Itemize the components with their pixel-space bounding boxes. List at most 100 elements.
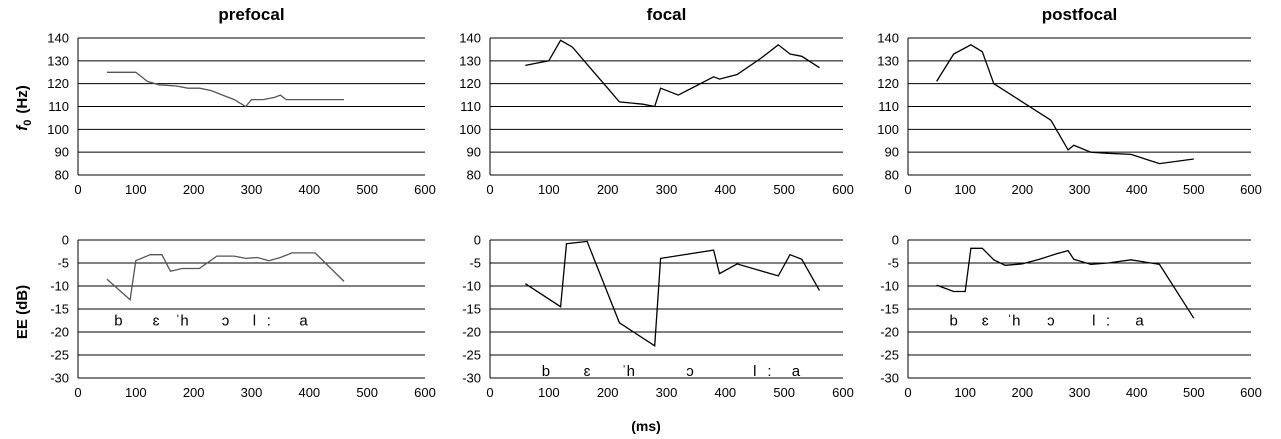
segment-label: l: [253, 313, 256, 330]
y-tick-label: -20: [462, 325, 481, 340]
x-tick-label: 600: [1240, 385, 1262, 400]
x-tick-label: 300: [656, 385, 678, 400]
x-tick-label: 0: [486, 385, 493, 400]
y-tick-label: 110: [878, 99, 899, 114]
series-line: [524, 240, 821, 347]
segment-label: ɔ: [686, 363, 694, 380]
segment-label: b: [114, 313, 122, 330]
x-tick-label: 500: [1183, 182, 1205, 197]
chart-postfocal-ee: -30 -25 -20 -15 -10 -5 0 0 100 200 300 400 500 600 b ɛ ˈ…: [880, 233, 1262, 401]
x-tick-label: 500: [773, 182, 795, 197]
y-tick-label: 130: [459, 53, 481, 68]
y-tick-label: 100: [47, 122, 69, 137]
y-tick-label: 130: [877, 53, 899, 68]
y-tick-label: -30: [50, 371, 69, 386]
x-tick-label: 600: [1240, 182, 1262, 197]
x-tick-label: 100: [125, 182, 147, 197]
f0-axis-label-subscript: 0: [22, 120, 34, 126]
series-line: [106, 252, 345, 302]
x-tick-label: 0: [904, 385, 911, 400]
y-tick-label: 90: [885, 145, 899, 160]
y-tick-label: -15: [880, 302, 899, 317]
segment-label: ˈh: [175, 313, 188, 330]
y-tick-label: 100: [877, 122, 899, 137]
chart-prefocal-f0: 80 90 100 110 120 130 140 0 100 200 300 400 500 600 pr…: [47, 5, 436, 197]
x-tick-label: 300: [1069, 182, 1091, 197]
x-tick-label: 500: [356, 385, 378, 400]
y-tick-label: -10: [880, 279, 899, 294]
y-tick-label: -25: [880, 348, 899, 363]
x-tick-label: 0: [74, 182, 81, 197]
segment-label: l: [1092, 313, 1095, 330]
x-tick-label: 200: [183, 182, 205, 197]
y-tick-label: 130: [47, 53, 69, 68]
y-tick-label: 100: [459, 122, 481, 137]
y-tick-label: 140: [459, 31, 481, 46]
segment-label: ˈh: [622, 363, 635, 380]
segment-label: :: [1106, 313, 1110, 330]
segment-label: ɛ: [982, 313, 989, 330]
segment-label: ˈh: [1007, 313, 1020, 330]
x-tick-label: 500: [356, 182, 378, 197]
x-tick-label: 400: [298, 385, 320, 400]
chart-focal-f0: 80 90 100 110 120 130 140 0 100 200 300 400 500 600 fo…: [459, 5, 854, 197]
y-tick-label: 90: [467, 145, 481, 160]
x-tick-label: 200: [1011, 385, 1033, 400]
x-tick-label: 100: [954, 182, 976, 197]
y-tick-label: 0: [892, 233, 899, 248]
y-tick-label: -25: [462, 348, 481, 363]
y-tick-label: -20: [880, 325, 899, 340]
x-tick-label: 0: [486, 182, 493, 197]
y-tick-label: -10: [50, 279, 69, 294]
y-tick-label: 140: [47, 31, 69, 46]
ee-axis-label: EE (dB): [14, 285, 31, 339]
x-tick-label: 100: [538, 385, 560, 400]
time-axis-label: (ms): [631, 418, 661, 434]
series-line: [936, 247, 1195, 319]
f0-axis-label: f0 (Hz): [14, 85, 34, 130]
panel-title: prefocal: [218, 5, 284, 24]
y-tick-label: 120: [47, 76, 69, 91]
chart-focal-ee: -30 -25 -20 -15 -10 -5 0 0 100 200 300 400 500 600 b ɛ ˈ…: [462, 233, 854, 401]
x-tick-label: 600: [414, 385, 436, 400]
y-tick-label: -15: [462, 302, 481, 317]
series-line: [106, 71, 344, 108]
f0-axis-label-symbol: f: [14, 124, 31, 131]
y-tick-label: -5: [887, 256, 899, 271]
segment-label: a: [299, 313, 308, 330]
x-tick-label: 500: [1183, 385, 1205, 400]
x-tick-label: 200: [597, 385, 619, 400]
y-tick-label: -15: [50, 302, 69, 317]
x-tick-label: 600: [832, 385, 854, 400]
x-tick-label: 600: [414, 182, 436, 197]
chart-postfocal-f0: 80 90 100 110 120 130 140 0 100 200 300 400 500 600 po…: [877, 5, 1262, 197]
y-tick-label: -25: [50, 348, 69, 363]
f0-axis-label-unit: (Hz): [14, 85, 31, 113]
segment-label: :: [767, 363, 771, 380]
segment-label: :: [267, 313, 271, 330]
y-tick-label: 0: [474, 233, 481, 248]
panel-title: focal: [647, 5, 687, 24]
y-tick-label: 80: [467, 168, 481, 183]
y-tick-label: 110: [48, 99, 69, 114]
x-tick-label: 300: [656, 182, 678, 197]
x-tick-label: 400: [1126, 182, 1148, 197]
segment-label: ɔ: [1047, 313, 1055, 330]
y-tick-label: 0: [62, 233, 69, 248]
x-tick-label: 0: [74, 385, 81, 400]
chart-prefocal-ee: -30 -25 -20 -15 -10 -5 0 0 100 200 300 400 500 600 b ɛ ˈ…: [50, 233, 436, 401]
chart-panels: 80 90 100 110 120 130 140 0 100 200 300 400 500 600 pr…: [47, 5, 1262, 400]
segment-label: b: [950, 313, 958, 330]
x-tick-label: 100: [954, 385, 976, 400]
y-tick-label: -20: [50, 325, 69, 340]
x-tick-label: 100: [538, 182, 560, 197]
x-tick-label: 300: [241, 182, 263, 197]
x-tick-label: 200: [597, 182, 619, 197]
segment-label: b: [542, 363, 550, 380]
segment-label: ɔ: [222, 313, 230, 330]
segment-label: ɛ: [584, 363, 591, 380]
panel-title: postfocal: [1042, 5, 1118, 24]
x-tick-label: 0: [904, 182, 911, 197]
x-tick-label: 400: [714, 182, 736, 197]
series-line: [936, 44, 1194, 165]
